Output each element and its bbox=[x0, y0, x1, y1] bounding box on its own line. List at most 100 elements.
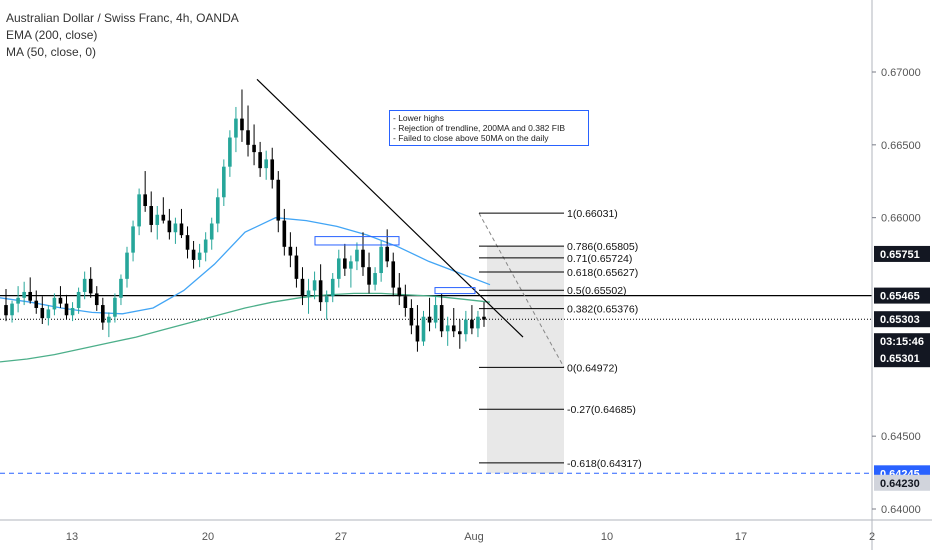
ma50-line bbox=[0, 217, 491, 315]
candle-body bbox=[185, 235, 190, 250]
candle-body bbox=[209, 223, 214, 240]
resistance-price-tag-bg bbox=[874, 287, 930, 304]
x-tick-label: 13 bbox=[66, 531, 78, 543]
candle-body bbox=[131, 226, 135, 253]
candle-body bbox=[161, 214, 166, 221]
candle-body bbox=[330, 278, 335, 297]
fib-level-label: 0.786(0.65805) bbox=[567, 241, 638, 253]
candle-body bbox=[82, 278, 87, 292]
fib-level-label: 0.618(0.65627) bbox=[567, 267, 638, 279]
candle-body bbox=[4, 305, 8, 316]
candle-body bbox=[34, 300, 39, 308]
candle-body bbox=[22, 291, 26, 298]
candle-body bbox=[276, 179, 281, 221]
candle-body bbox=[294, 255, 299, 279]
fib-level-label: 1(0.66031) bbox=[567, 208, 618, 220]
candle-body bbox=[155, 214, 160, 225]
note-line-1: - Lower highs bbox=[393, 113, 445, 123]
candle-body bbox=[439, 305, 444, 332]
candle-body bbox=[58, 297, 63, 304]
ema200-line bbox=[0, 292, 491, 363]
y-tick-label: 0.64000 bbox=[881, 504, 921, 516]
x-tick-label: 27 bbox=[335, 531, 347, 543]
fib-trend-line bbox=[478, 212, 565, 368]
rejection-box-1[interactable] bbox=[314, 236, 400, 246]
candle-body bbox=[464, 319, 468, 335]
candle-body bbox=[336, 258, 341, 279]
candle-body bbox=[76, 291, 81, 308]
rejection-box-2[interactable] bbox=[434, 287, 476, 295]
y-tick-label: 0.66000 bbox=[881, 213, 921, 225]
candle-body bbox=[264, 159, 268, 169]
y-tick-label: 0.64500 bbox=[881, 431, 921, 443]
candle-body bbox=[70, 307, 75, 316]
candle-body bbox=[409, 307, 414, 326]
candle-body bbox=[252, 144, 256, 153]
candle-body bbox=[421, 316, 426, 342]
candle-body bbox=[246, 130, 250, 145]
candle-body bbox=[482, 316, 486, 320]
bottom-price-tag: 0.64230 bbox=[880, 478, 920, 490]
note-line-2: - Rejection of trendline, 200MA and 0.38… bbox=[393, 123, 565, 133]
candle-body bbox=[476, 316, 480, 329]
candle-body bbox=[64, 303, 69, 316]
candle-body bbox=[125, 252, 129, 279]
candle-body bbox=[391, 261, 396, 288]
candle-body bbox=[403, 296, 408, 308]
candle-body bbox=[203, 239, 208, 253]
candle-body bbox=[46, 309, 51, 319]
candle-body bbox=[355, 249, 359, 262]
candle-body bbox=[179, 223, 184, 236]
candle-body bbox=[397, 287, 402, 297]
fib-level-label: 0(0.64972) bbox=[567, 362, 618, 374]
candle-body bbox=[306, 290, 311, 297]
candle-body bbox=[282, 220, 287, 247]
candle-body bbox=[40, 307, 45, 319]
candle-body bbox=[318, 280, 323, 303]
candle-body bbox=[143, 194, 147, 207]
candle-body bbox=[343, 258, 347, 269]
candle-body bbox=[28, 291, 33, 301]
countdown-bg bbox=[874, 333, 930, 368]
last-price-tag-bg bbox=[874, 311, 930, 328]
candle-body bbox=[101, 305, 105, 323]
candle-body bbox=[379, 246, 383, 274]
y-tick-label: 0.66500 bbox=[881, 140, 921, 152]
candle-body bbox=[167, 220, 172, 233]
candle-body bbox=[222, 166, 226, 198]
x-tick-label: 17 bbox=[735, 531, 747, 543]
candle-body bbox=[367, 267, 371, 285]
fib-level-label: 0.5(0.65502) bbox=[567, 285, 627, 297]
prev-close-label: 0.65301 bbox=[880, 353, 920, 365]
candle-body bbox=[324, 296, 329, 303]
candle-body bbox=[240, 118, 244, 131]
bottom-price-tag-bg bbox=[874, 474, 930, 491]
candle-body bbox=[312, 280, 317, 291]
candle-body bbox=[270, 159, 275, 180]
candle-body bbox=[149, 206, 154, 225]
y-tick-label: 0.67000 bbox=[881, 67, 921, 79]
candle-body bbox=[349, 261, 353, 269]
candle-body bbox=[234, 118, 238, 138]
candle-body bbox=[457, 331, 462, 335]
countdown-label: 03:15:46 bbox=[880, 336, 924, 348]
candle-body bbox=[137, 194, 141, 227]
candle-body bbox=[433, 305, 438, 323]
descending-trendline[interactable] bbox=[256, 78, 524, 338]
candle-body bbox=[88, 278, 93, 294]
fib-projection-zone bbox=[487, 246, 564, 474]
ma-indicator-label[interactable]: MA (50, close, 0) bbox=[6, 45, 97, 59]
candle-body bbox=[288, 246, 293, 256]
candle-body bbox=[52, 297, 57, 310]
fib-level-label: 0.382(0.65376) bbox=[567, 304, 638, 316]
note-line-3: - Failed to close above 50MA on the dail… bbox=[393, 133, 549, 143]
chart-legend: Australian Dollar / Swiss Franc, 4h, OAN… bbox=[6, 10, 239, 61]
candle-body bbox=[94, 293, 99, 306]
resistance-price-tag: 0.65465 bbox=[880, 291, 920, 303]
annotation-note[interactable]: - Lower highs - Rejection of trendline, … bbox=[389, 110, 589, 146]
candle-body bbox=[10, 303, 14, 316]
ema-indicator-label[interactable]: EMA (200, close) bbox=[6, 28, 98, 42]
x-tick-label: 20 bbox=[202, 531, 214, 543]
